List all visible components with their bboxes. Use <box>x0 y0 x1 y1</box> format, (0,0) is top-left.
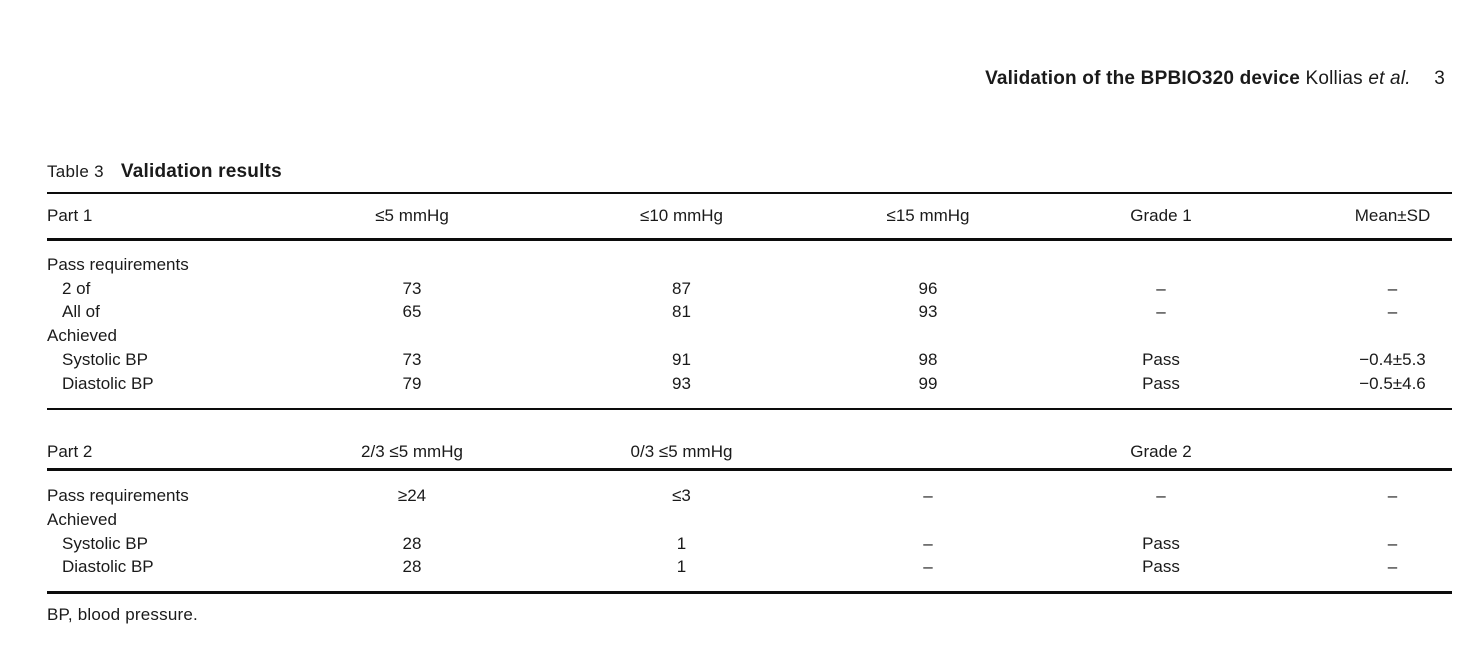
cell: 96 <box>918 278 938 298</box>
part2-header-row: Part 2 2/3 ≤5 mmHg 0/3 ≤5 mmHg Grade 2 <box>47 410 1452 472</box>
part1-header-row: Part 1 ≤5 mmHg ≤10 mmHg ≤15 mmHg Grade 1 Mean… <box>47 193 1452 241</box>
table-row: Pass requirements <box>47 240 1452 277</box>
part1-column-header-2: ≤10 mmHg <box>552 193 811 241</box>
cell: – <box>1156 278 1166 298</box>
cell: 99 <box>918 373 938 393</box>
validation-table-part-1: Part 1 ≤5 mmHg ≤10 mmHg ≤15 mmHg Grade 1 Mean… <box>47 192 1452 411</box>
cell <box>1277 240 1452 277</box>
row-label: Diastolic BP <box>62 557 154 577</box>
part2-column-header-0: Part 2 <box>47 410 272 472</box>
table-row: Pass requirements ≥24 ≤3 – – – <box>47 470 1452 508</box>
row-label: Pass requirements <box>47 486 189 506</box>
cell <box>1045 508 1277 532</box>
cell: 87 <box>672 278 691 298</box>
cell: ≤3 <box>672 486 691 506</box>
part2-column-header-3 <box>811 410 1045 472</box>
table-block: Table 3 Validation results Part 1 ≤5 mmHg ≤… <box>47 161 1452 625</box>
table-row: Diastolic BP 79 93 99 Pass −0.5±4.6 <box>47 372 1452 410</box>
table-row: Systolic BP 28 1 – Pass – <box>47 532 1452 556</box>
cell <box>1045 240 1277 277</box>
cell: – <box>923 557 933 577</box>
cell <box>811 324 1045 348</box>
cell: 73 <box>402 278 422 298</box>
running-head-etal: et al. <box>1368 68 1411 89</box>
cell <box>1045 324 1277 348</box>
row-label: Diastolic BP <box>62 373 154 393</box>
cell: 65 <box>402 302 422 322</box>
cell <box>272 324 552 348</box>
row-label: Achieved <box>47 326 117 346</box>
cell: 91 <box>672 349 691 369</box>
part2-column-header-1: 2/3 ≤5 mmHg <box>272 410 552 472</box>
cell <box>552 508 811 532</box>
running-head-author: Kollias et al. <box>1305 68 1411 89</box>
cell: 93 <box>918 302 938 322</box>
table-caption-title: Validation results <box>120 161 282 182</box>
row-label: Systolic BP <box>62 533 148 553</box>
part2-column-header-2: 0/3 ≤5 mmHg <box>552 410 811 472</box>
part1-column-header-4: Grade 1 <box>1045 193 1277 241</box>
validation-table-part-2: Part 2 2/3 ≤5 mmHg 0/3 ≤5 mmHg Grade 2 Pass… <box>47 410 1452 595</box>
cell: 93 <box>672 373 691 393</box>
cell: – <box>1387 486 1398 506</box>
cell: 28 <box>402 533 422 553</box>
page-number: 3 <box>1434 68 1445 89</box>
cell <box>272 508 552 532</box>
cell: 73 <box>402 349 422 369</box>
cell: – <box>1387 557 1398 577</box>
cell <box>552 240 811 277</box>
row-label: Achieved <box>47 509 117 529</box>
part2-column-header-4: Grade 2 <box>1045 410 1277 472</box>
table-row: Systolic BP 73 91 98 Pass −0.4±5.3 <box>47 348 1452 372</box>
cell: 81 <box>672 302 691 322</box>
cell: Pass <box>1142 533 1180 553</box>
running-head-title: Validation of the BPBIO320 device <box>985 68 1300 89</box>
cell: Pass <box>1142 373 1180 393</box>
cell <box>272 240 552 277</box>
cell: 79 <box>402 373 422 393</box>
part1-column-header-1: ≤5 mmHg <box>272 193 552 241</box>
part1-column-header-0: Part 1 <box>47 193 272 241</box>
cell <box>811 508 1045 532</box>
running-head: Validation of the BPBIO320 device Kollia… <box>985 68 1445 90</box>
part1-column-header-3: ≤15 mmHg <box>811 193 1045 241</box>
cell: – <box>923 486 933 506</box>
cell: Pass <box>1142 349 1180 369</box>
cell: Pass <box>1142 557 1180 577</box>
cell: – <box>1387 302 1398 322</box>
cell <box>1277 508 1452 532</box>
cell: 1 <box>676 533 687 553</box>
table-caption: Table 3 Validation results <box>47 161 1452 183</box>
table-row: 2 of 73 87 96 – – <box>47 277 1452 301</box>
cell <box>552 324 811 348</box>
cell <box>1277 324 1452 348</box>
part2-column-header-5 <box>1277 410 1452 472</box>
table-row: Diastolic BP 28 1 – Pass – <box>47 555 1452 592</box>
table-row: Achieved <box>47 508 1452 532</box>
row-label: Pass requirements <box>47 255 189 274</box>
table-row: Achieved <box>47 324 1452 348</box>
cell: 1 <box>676 557 687 577</box>
table-caption-label: Table 3 <box>47 162 104 181</box>
cell: – <box>1387 278 1398 298</box>
table-row: All of 65 81 93 – – <box>47 300 1452 324</box>
cell: – <box>1156 486 1166 506</box>
cell: – <box>1387 533 1398 553</box>
row-label: Systolic BP <box>62 349 148 369</box>
cell: – <box>923 533 933 553</box>
row-label: All of <box>62 302 100 322</box>
cell: – <box>1156 302 1166 322</box>
cell: −0.4±5.3 <box>1359 349 1426 369</box>
cell: ≥24 <box>397 486 427 506</box>
table-footnote: BP, blood pressure. <box>47 605 198 625</box>
cell: −0.5±4.6 <box>1359 373 1426 393</box>
row-label: 2 of <box>62 278 91 298</box>
part1-column-header-5: Mean±SD <box>1277 193 1452 241</box>
cell: 28 <box>402 557 422 577</box>
cell <box>811 240 1045 277</box>
cell: 98 <box>918 349 938 369</box>
